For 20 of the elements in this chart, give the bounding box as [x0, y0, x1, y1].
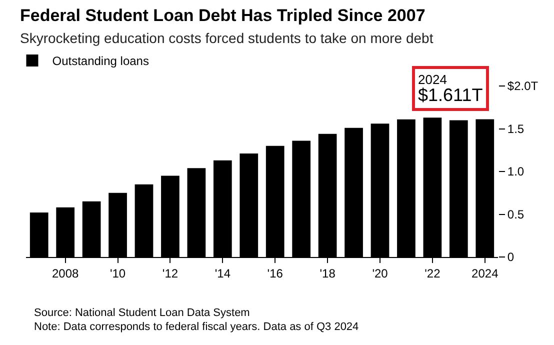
annotation: 2024 $1.611T	[418, 72, 483, 105]
x-tick-label: '16	[267, 266, 284, 280]
x-tick-label: '22	[424, 266, 441, 280]
y-tick-label: 0	[507, 250, 514, 264]
x-tick-label: '18	[320, 266, 336, 280]
source-note: Source: National Student Loan Data System	[34, 307, 250, 319]
x-tick-label: '14	[214, 266, 231, 280]
x-tick-label: '20	[372, 266, 388, 280]
legend-label: Outstanding loans	[52, 54, 149, 68]
chart-title: Federal Student Loan Debt Has Tripled Since 2007	[20, 6, 426, 25]
x-tick-label: '10	[110, 266, 126, 280]
text: Note: Data corresponds to federal fiscal years. Data as of Q3 2024	[34, 321, 359, 333]
y-tick-label: 1.5	[507, 122, 524, 136]
y-tick-label: $2.0T	[507, 79, 539, 94]
x-tick-label: 2008	[52, 266, 79, 280]
y-tick-label: 0.5	[507, 207, 524, 222]
x-tick-label: '12	[162, 266, 178, 280]
y-tick-label: 1.0	[507, 164, 524, 179]
chart-subtitle: Skyrocketing education costs forced students to take on more debt	[20, 30, 434, 46]
x-tick-label: 2024	[472, 266, 499, 280]
